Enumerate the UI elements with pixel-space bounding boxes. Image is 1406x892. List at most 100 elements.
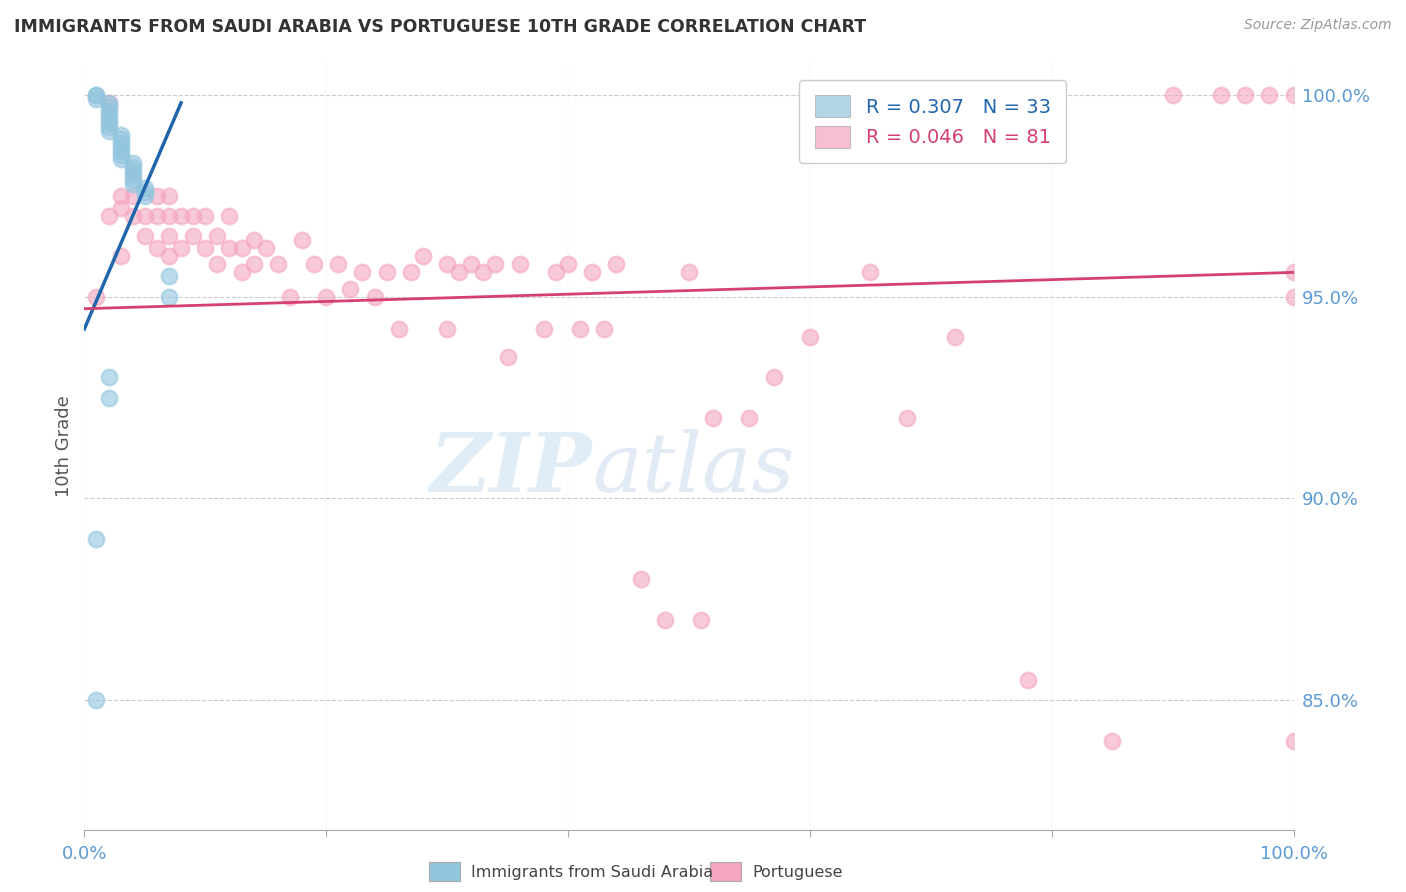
Point — [181, 229, 204, 244]
Point — [593, 322, 616, 336]
Point — [1282, 733, 1305, 747]
Point — [352, 265, 374, 279]
Point — [110, 128, 132, 142]
Point — [412, 249, 434, 263]
Point — [218, 241, 240, 255]
Point — [97, 370, 120, 384]
Point — [134, 180, 156, 194]
Point — [146, 188, 169, 202]
Point — [399, 265, 422, 279]
Point — [363, 290, 385, 304]
Point — [134, 209, 156, 223]
Point — [375, 265, 398, 279]
Point — [110, 140, 132, 154]
Point — [267, 257, 290, 271]
Y-axis label: 10th Grade: 10th Grade — [55, 395, 73, 497]
Text: ZIP: ZIP — [430, 429, 592, 509]
Point — [110, 148, 132, 162]
Point — [569, 322, 592, 336]
Point — [157, 209, 180, 223]
Point — [97, 95, 120, 110]
Point — [110, 249, 132, 263]
Point — [86, 532, 108, 546]
Point — [97, 120, 120, 134]
Point — [654, 613, 676, 627]
Point — [194, 241, 217, 255]
Point — [484, 257, 506, 271]
Point — [231, 241, 253, 255]
Point — [181, 209, 204, 223]
Point — [1161, 87, 1184, 102]
Point — [291, 233, 314, 247]
Text: Immigrants from Saudi Arabia: Immigrants from Saudi Arabia — [471, 865, 713, 880]
Point — [121, 161, 143, 175]
Text: IMMIGRANTS FROM SAUDI ARABIA VS PORTUGUESE 10TH GRADE CORRELATION CHART: IMMIGRANTS FROM SAUDI ARABIA VS PORTUGUE… — [14, 18, 866, 36]
Point — [1234, 87, 1257, 102]
Point — [97, 112, 120, 126]
Point — [97, 108, 120, 122]
Point — [97, 100, 120, 114]
Point — [1282, 290, 1305, 304]
Text: Portuguese: Portuguese — [752, 865, 842, 880]
Point — [121, 169, 143, 183]
Point — [86, 87, 108, 102]
Point — [859, 265, 882, 279]
Point — [110, 132, 132, 146]
Point — [242, 233, 264, 247]
Point — [86, 290, 108, 304]
Point — [86, 92, 108, 106]
Point — [157, 249, 180, 263]
Text: Source: ZipAtlas.com: Source: ZipAtlas.com — [1244, 18, 1392, 32]
Point — [436, 257, 458, 271]
Point — [218, 209, 240, 223]
Point — [472, 265, 495, 279]
Point — [146, 241, 169, 255]
Point — [207, 257, 229, 271]
Point — [702, 410, 724, 425]
Point — [339, 281, 361, 295]
Point — [170, 209, 193, 223]
Point — [242, 257, 264, 271]
Point — [315, 290, 337, 304]
Point — [157, 290, 180, 304]
Point — [328, 257, 350, 271]
Point — [110, 145, 132, 159]
Point — [943, 330, 966, 344]
Point — [97, 95, 120, 110]
Point — [533, 322, 555, 336]
Point — [678, 265, 700, 279]
Point — [896, 410, 918, 425]
Point — [1282, 87, 1305, 102]
Point — [1017, 673, 1039, 688]
Point — [157, 188, 180, 202]
Point — [207, 229, 229, 244]
Point — [157, 269, 180, 284]
Point — [134, 229, 156, 244]
Point — [302, 257, 325, 271]
Point — [630, 572, 652, 586]
Point — [1258, 87, 1281, 102]
Point — [157, 229, 180, 244]
Point — [146, 209, 169, 223]
Text: atlas: atlas — [592, 429, 794, 509]
Point — [231, 265, 253, 279]
Point — [460, 257, 482, 271]
Point — [544, 265, 567, 279]
Point — [110, 136, 132, 151]
Point — [1101, 733, 1123, 747]
Point — [110, 188, 132, 202]
Point — [278, 290, 301, 304]
Point — [557, 257, 579, 271]
Point — [110, 153, 132, 167]
Point — [121, 188, 143, 202]
Point — [97, 103, 120, 118]
Point — [194, 209, 217, 223]
Point — [97, 116, 120, 130]
Point — [605, 257, 627, 271]
Point — [1209, 87, 1232, 102]
Point — [170, 241, 193, 255]
Point — [690, 613, 713, 627]
Point — [110, 201, 132, 215]
Point — [799, 330, 821, 344]
Point — [97, 391, 120, 405]
